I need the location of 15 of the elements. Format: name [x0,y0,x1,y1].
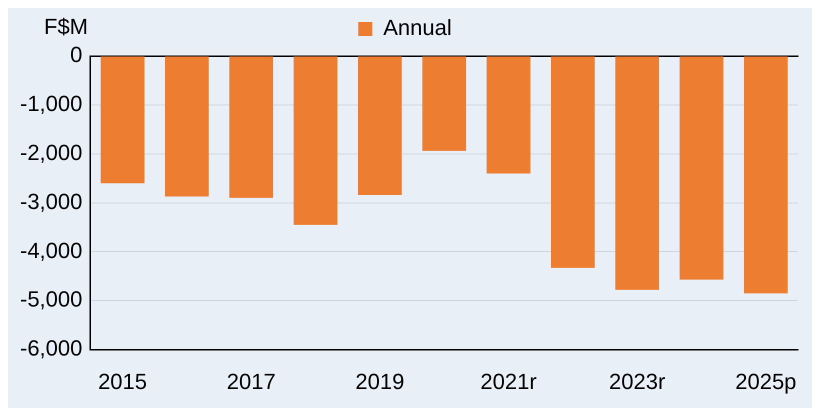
x-tick-label: 2015 [98,368,148,394]
x-tick-label: 2019 [355,368,404,394]
y-tick-label: -1,000 [20,90,82,116]
y-axis-title: F$M [44,14,88,40]
x-tick-label: 2023r [609,368,666,394]
x-tick-label: 2025p [735,368,796,394]
y-tick-label: -2,000 [20,140,82,165]
y-tick-label: 0 [70,42,82,68]
y-tick-label: -4,000 [20,238,82,263]
y-tick-label: -5,000 [20,286,82,312]
x-tick-label: 2017 [226,368,276,394]
x-tick-label: 2021r [480,368,537,394]
y-tick-label: -3,000 [20,188,82,214]
legend-label: Annual [383,15,452,40]
y-tick-label: -6,000 [20,336,82,361]
